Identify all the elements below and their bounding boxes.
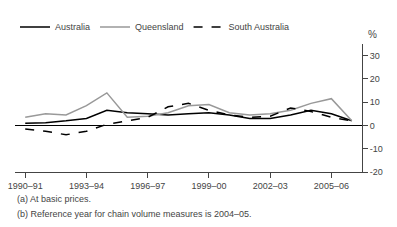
svg-text:(b) Reference year for chain v: (b) Reference year for chain volume meas… — [17, 209, 252, 219]
svg-text:0: 0 — [370, 121, 375, 131]
svg-text:30: 30 — [370, 51, 380, 61]
svg-text:1999–00: 1999–00 — [191, 181, 226, 191]
svg-text:1990–91: 1990–91 — [8, 181, 43, 191]
svg-text:Australia: Australia — [55, 22, 90, 32]
svg-text:1993–94: 1993–94 — [69, 181, 104, 191]
svg-text:Queensland: Queensland — [135, 22, 184, 32]
svg-text:%: % — [368, 29, 377, 40]
svg-text:20: 20 — [370, 74, 380, 84]
svg-text:2005–06: 2005–06 — [314, 181, 349, 191]
svg-text:1996–97: 1996–97 — [130, 181, 165, 191]
svg-text:2002–03: 2002–03 — [253, 181, 288, 191]
svg-text:-10: -10 — [370, 144, 383, 154]
svg-text:(a) At basic prices.: (a) At basic prices. — [17, 194, 91, 204]
svg-text:South Australia: South Australia — [229, 22, 290, 32]
svg-text:-20: -20 — [370, 167, 383, 177]
svg-text:10: 10 — [370, 97, 380, 107]
